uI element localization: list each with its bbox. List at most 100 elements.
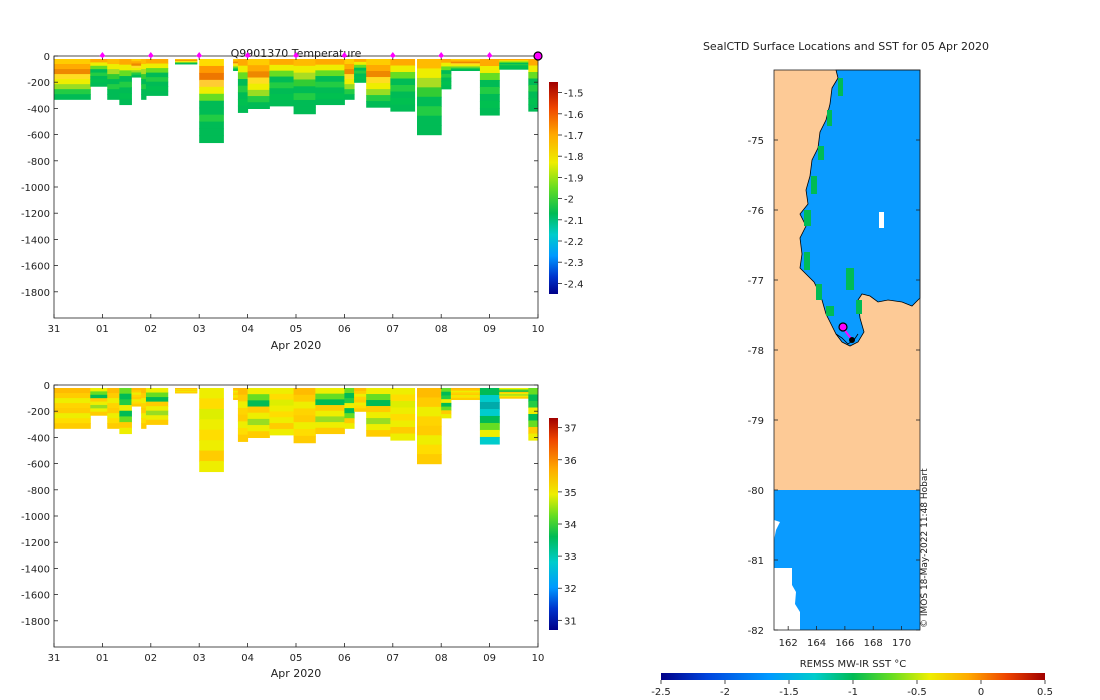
profile-cell bbox=[344, 408, 355, 414]
depth-profile bbox=[90, 388, 108, 416]
profile-cell bbox=[175, 63, 198, 65]
profile-cell bbox=[145, 81, 169, 87]
profile-cell bbox=[247, 388, 270, 395]
profile-cell bbox=[90, 59, 108, 63]
profile-cell bbox=[390, 78, 416, 86]
profile-cell bbox=[293, 79, 316, 87]
profile-cell bbox=[344, 388, 355, 394]
profile-cell bbox=[54, 388, 91, 394]
profile-cell bbox=[293, 72, 316, 81]
profile-cell bbox=[233, 68, 239, 72]
profile-cell bbox=[315, 59, 345, 66]
profile-cell bbox=[199, 398, 224, 410]
profile-cell bbox=[450, 60, 481, 63]
lon-tick-label: 162 bbox=[779, 638, 798, 649]
sst-colorbar bbox=[661, 673, 1045, 680]
sst-map-panel: SealCTD Surface Locations and SST for 05… bbox=[651, 40, 1053, 698]
profile-cell bbox=[119, 422, 132, 429]
sst-colorbar-tick-label: -2.5 bbox=[651, 687, 671, 698]
profile-cell bbox=[247, 406, 270, 414]
profile-cell bbox=[119, 399, 132, 406]
lat-tick-label: -80 bbox=[748, 486, 764, 497]
depth-profile bbox=[366, 388, 391, 437]
profile-marker bbox=[244, 52, 251, 58]
profile-cell bbox=[54, 423, 91, 429]
profile-cell bbox=[247, 418, 270, 426]
profile-cell bbox=[131, 396, 142, 400]
profile-cell bbox=[233, 395, 239, 398]
profile-cell bbox=[247, 65, 270, 72]
profile-marker bbox=[486, 52, 493, 58]
profile-cell bbox=[499, 61, 529, 64]
profile-cell bbox=[175, 392, 198, 394]
depth-profile bbox=[237, 388, 249, 442]
y-tick-label: -800 bbox=[27, 157, 50, 168]
depth-profile bbox=[119, 388, 132, 435]
profile-cell bbox=[293, 93, 316, 101]
profile-cell bbox=[344, 94, 355, 100]
profile-cell bbox=[175, 62, 198, 64]
map-title: SealCTD Surface Locations and SST for 05… bbox=[703, 40, 989, 53]
profile-cell bbox=[199, 408, 224, 420]
profile-cell bbox=[107, 89, 120, 95]
profile-cell bbox=[233, 390, 239, 393]
profile-cell bbox=[354, 388, 367, 392]
profile-cell bbox=[499, 388, 529, 390]
profile-cell bbox=[175, 62, 198, 64]
profile-cell bbox=[247, 71, 270, 79]
profile-cell bbox=[145, 419, 169, 425]
profile-cell bbox=[141, 418, 147, 424]
profile-cell bbox=[499, 393, 529, 395]
profile-cell bbox=[354, 405, 367, 409]
x-tick-label: 01 bbox=[96, 653, 109, 664]
profile-cell bbox=[441, 406, 452, 411]
profile-cell bbox=[90, 394, 108, 399]
profile-cell bbox=[233, 392, 239, 395]
depth-profile bbox=[528, 59, 538, 112]
profile-cell bbox=[54, 393, 91, 399]
profile-cell bbox=[237, 388, 249, 396]
profile-cell bbox=[344, 423, 355, 429]
depth-profile bbox=[54, 59, 91, 100]
depth-profile bbox=[315, 59, 345, 106]
profile-cell bbox=[269, 428, 295, 436]
depth-profile bbox=[131, 388, 142, 407]
profile-cell bbox=[141, 388, 147, 394]
profile-cell bbox=[269, 393, 295, 401]
profile-cell bbox=[450, 63, 481, 66]
profile-cell bbox=[315, 70, 345, 77]
profile-cell bbox=[269, 399, 295, 407]
profile-cell bbox=[417, 87, 442, 98]
profile-cell bbox=[390, 433, 416, 441]
profile-cell bbox=[366, 412, 391, 419]
profile-marker bbox=[389, 52, 396, 58]
profile-cell bbox=[119, 64, 132, 71]
profile-cell bbox=[499, 65, 529, 68]
profile-cell bbox=[54, 69, 91, 75]
colorbar-tick-label: -2.4 bbox=[564, 279, 584, 290]
y-tick-label: -600 bbox=[27, 460, 50, 471]
profile-cell bbox=[293, 408, 316, 416]
x-tick-label: 05 bbox=[290, 324, 303, 335]
profile-cell bbox=[354, 59, 367, 63]
x-tick-label: 05 bbox=[290, 653, 303, 664]
profile-cell bbox=[247, 96, 270, 103]
profile-cell bbox=[237, 78, 249, 87]
profile-cell bbox=[366, 406, 391, 413]
y-tick-label: -1000 bbox=[21, 512, 50, 523]
profile-cell bbox=[499, 390, 529, 393]
y-tick-label: -1200 bbox=[21, 209, 50, 220]
profile-cell bbox=[354, 79, 367, 83]
profile-cell bbox=[499, 59, 529, 61]
profile-cell bbox=[145, 415, 169, 421]
profile-cell bbox=[145, 392, 169, 398]
depth-profile bbox=[315, 388, 345, 435]
profile-cell bbox=[199, 65, 224, 74]
profile-cell bbox=[417, 444, 442, 455]
profile-cell bbox=[237, 421, 249, 429]
profile-cell bbox=[528, 414, 538, 422]
colorbar-tick-label: 33 bbox=[564, 552, 577, 563]
profile-cell bbox=[54, 418, 91, 424]
profile-cell bbox=[528, 65, 538, 73]
profile-cell bbox=[107, 388, 120, 394]
